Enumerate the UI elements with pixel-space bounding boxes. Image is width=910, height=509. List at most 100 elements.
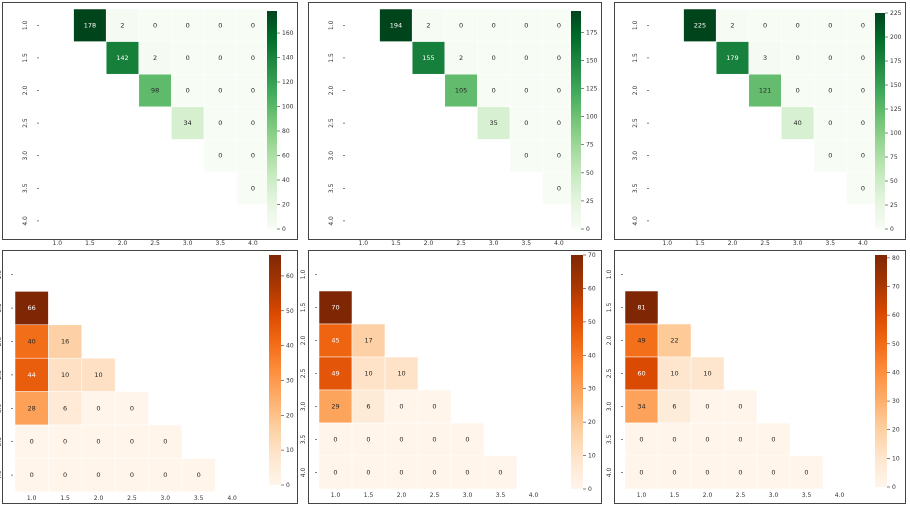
cell-value-label: 0	[465, 469, 469, 477]
colorbar-tick-label: 75	[890, 154, 898, 161]
colorbar-tick-label: 100	[586, 114, 598, 121]
cell-value-label: 81	[637, 304, 645, 312]
x-tick-label: 3.5	[194, 495, 204, 502]
cell-value-label: 0	[197, 471, 201, 479]
y-tick-label: 4.0	[606, 468, 613, 478]
colorbar-tick-label: 60	[282, 153, 290, 160]
heatmap-cell	[203, 106, 237, 140]
colorbar-tick-label: 75	[586, 142, 594, 149]
heatmap-cell	[73, 8, 107, 42]
cell-value-label: 70	[331, 304, 339, 312]
cell-value-label: 10	[364, 370, 372, 378]
cell-value-label: 45	[331, 337, 339, 345]
cell-value-label: 0	[251, 21, 255, 29]
heatmap-cell	[14, 357, 49, 392]
y-tick-label: 2.0	[328, 86, 335, 96]
cell-value-label: 34	[637, 403, 645, 411]
heatmap-cell	[542, 171, 576, 205]
y-tick-label: 1.0	[328, 20, 335, 30]
cell-value-label: 40	[794, 119, 802, 127]
cell-value-label: 155	[422, 54, 434, 62]
x-tick-label: 2.0	[118, 240, 128, 247]
heatmap-cell	[318, 323, 353, 358]
cell-value-label: 0	[557, 54, 561, 62]
heatmap-cell	[384, 455, 419, 490]
y-tick-label: 1.5	[632, 53, 639, 63]
cell-value-label: 0	[828, 54, 832, 62]
heatmap-cell	[171, 73, 205, 108]
cell-value-label: 0	[459, 21, 463, 29]
cell-value-label: 0	[251, 54, 255, 62]
x-tick-label: 3.0	[161, 495, 171, 502]
heatmap-cell	[624, 389, 659, 424]
x-tick-label: 1.5	[695, 240, 705, 247]
cell-value-label: 0	[861, 87, 865, 95]
colorbar-tick-label: 70	[588, 252, 596, 259]
heatmap-cell	[417, 389, 452, 424]
heatmap-cell	[477, 106, 511, 140]
heatmap-cell	[846, 171, 880, 205]
cell-value-label: 0	[524, 54, 528, 62]
heatmap-panel-3: 1.0 1.5 2.0 2.5 3.0 3.5 4.0 1.0 1.5 2.0 2.5 3.0 3.5 4…	[614, 2, 906, 247]
y-tick-label: 3.5	[0, 437, 3, 447]
y-tick-label: 3.0	[606, 402, 613, 412]
heatmap-cell	[48, 357, 83, 392]
y-tick-label: 3.0	[632, 151, 639, 161]
x-tick-label: 3.5	[496, 492, 506, 499]
cell-value-label: 16	[61, 338, 69, 346]
cell-value-label: 22	[670, 337, 678, 345]
heatmap-svg: 1.0 1.5 2.0 2.5 3.0 3.5 4.0 1.0 1.5 2.0 2.5 3.0 3.5 4…	[606, 255, 900, 499]
x-tick-label: 1.0	[663, 240, 673, 247]
y-tick-label: 2.0	[632, 86, 639, 96]
colorbar-tick-label: 40	[286, 343, 294, 350]
x-tick-label: 2.5	[430, 492, 440, 499]
heatmap-cell	[748, 73, 782, 108]
cell-value-label: 0	[796, 87, 800, 95]
cell-value-label: 0	[705, 436, 709, 444]
cell-value-label: 0	[186, 54, 190, 62]
heatmap-cell	[351, 455, 386, 490]
cell-value-label: 0	[251, 152, 255, 160]
cell-value-label: 0	[432, 469, 436, 477]
cell-value-label: 0	[828, 152, 832, 160]
heatmap-panel-6: 1.0 1.5 2.0 2.5 3.0 3.5 4.0 1.0 1.5 2.0 2.5 3.0 3.5 4…	[606, 250, 906, 504]
cell-value-label: 0	[672, 469, 676, 477]
colorbar-tick-label: 0	[286, 482, 290, 489]
cell-value-label: 10	[61, 371, 69, 379]
y-tick-label: 3.0	[0, 403, 3, 413]
heatmap-cell	[114, 391, 149, 426]
cell-value-label: 44	[28, 371, 36, 379]
cell-value-label: 0	[366, 469, 370, 477]
colorbar-tick-label: 50	[286, 308, 294, 315]
y-tick-label: 4.0	[300, 468, 307, 478]
x-tick-label: 3.0	[463, 492, 473, 499]
x-tick-label: 2.0	[397, 492, 407, 499]
y-tick-label: 3.5	[300, 435, 307, 445]
colorbar-tick-label: 80	[892, 255, 900, 262]
cell-value-label: 0	[557, 21, 561, 29]
x-tick-label: 1.0	[53, 240, 63, 247]
colorbar-tick-label: 120	[282, 79, 294, 86]
heatmap-cell	[384, 356, 419, 391]
colorbar-tick-label: 150	[890, 82, 902, 89]
cell-value-label: 60	[637, 370, 645, 378]
heatmap-cell	[351, 389, 386, 424]
cell-value-label: 0	[498, 469, 502, 477]
heatmap-cell	[318, 455, 353, 490]
x-tick-label: 2.5	[127, 495, 137, 502]
y-tick-label: 2.5	[606, 369, 613, 379]
colorbar-tick-label: 50	[588, 319, 596, 326]
heatmap-cell	[318, 290, 353, 325]
colorbar-tick-label: 30	[892, 398, 900, 405]
colorbar-tick-label: 225	[890, 10, 902, 17]
colorbar-tick-label: 20	[588, 419, 596, 426]
cell-value-label: 2	[120, 21, 124, 29]
cell-value-label: 0	[738, 436, 742, 444]
x-tick-label: 2.5	[736, 492, 746, 499]
heatmap-cell	[138, 8, 172, 42]
heatmap-cell	[846, 106, 880, 140]
colorbar-tick-label: 40	[892, 369, 900, 376]
heatmap-cell	[14, 458, 49, 493]
cell-value-label: 0	[705, 469, 709, 477]
x-tick-label: 3.0	[793, 240, 803, 247]
